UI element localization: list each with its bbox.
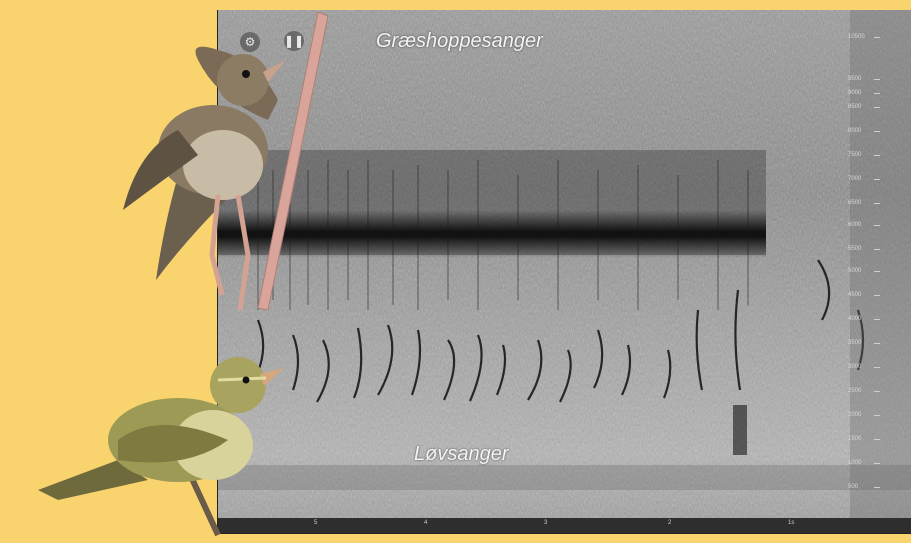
frequency-axis: 10500 9500 9000 8500 8000 7500 7000 6500 6000 550… <box>848 10 908 533</box>
y-tick-label: 7000 <box>848 176 908 182</box>
y-tick-label: 9000 <box>848 90 908 96</box>
x-tick-label: 5 <box>314 520 318 526</box>
y-tick-label: 2500 <box>848 388 908 394</box>
species-label-top: Græshoppesanger <box>376 30 543 52</box>
y-tick-label: 4000 <box>848 316 908 322</box>
y-tick-label: 8500 <box>848 104 908 110</box>
y-tick-label: 3500 <box>848 340 908 346</box>
y-tick-label: 3000 <box>848 364 908 370</box>
y-tick-label: 4500 <box>848 292 908 298</box>
y-tick-label: 5000 <box>848 268 908 274</box>
spectrogram-panel: ⚙ ❚❚ <box>218 10 911 533</box>
spectrogram-image <box>218 10 911 533</box>
x-tick-label: 3 <box>544 520 548 526</box>
pause-icon: ❚❚ <box>284 34 305 48</box>
settings-button[interactable]: ⚙ <box>240 32 260 52</box>
x-tick-label: 1s <box>788 520 795 526</box>
pause-button[interactable]: ❚❚ <box>284 31 304 51</box>
y-tick-label: 9500 <box>848 76 908 82</box>
species-label-bottom: Løvsanger <box>414 443 509 465</box>
y-tick-label: 6500 <box>848 200 908 206</box>
grasshopper-warbler-image <box>123 11 328 311</box>
y-tick-label: 5500 <box>848 246 908 252</box>
willow-warbler-image <box>38 357 284 537</box>
y-tick-label: 7500 <box>848 152 908 158</box>
y-tick-label: 2000 <box>848 412 908 418</box>
gear-icon: ⚙ <box>244 35 256 49</box>
y-tick-label: 1000 <box>848 460 908 466</box>
y-tick-label: 8000 <box>848 128 908 134</box>
y-tick-label: 500 <box>848 484 908 490</box>
time-axis: 5 4 3 2 1s <box>218 518 911 533</box>
x-tick-label: 4 <box>424 520 428 526</box>
y-tick-label: 10500 <box>848 34 908 40</box>
x-tick-label: 2 <box>668 520 672 526</box>
y-tick-label: 1500 <box>848 436 908 442</box>
y-tick-label: 6000 <box>848 222 908 228</box>
